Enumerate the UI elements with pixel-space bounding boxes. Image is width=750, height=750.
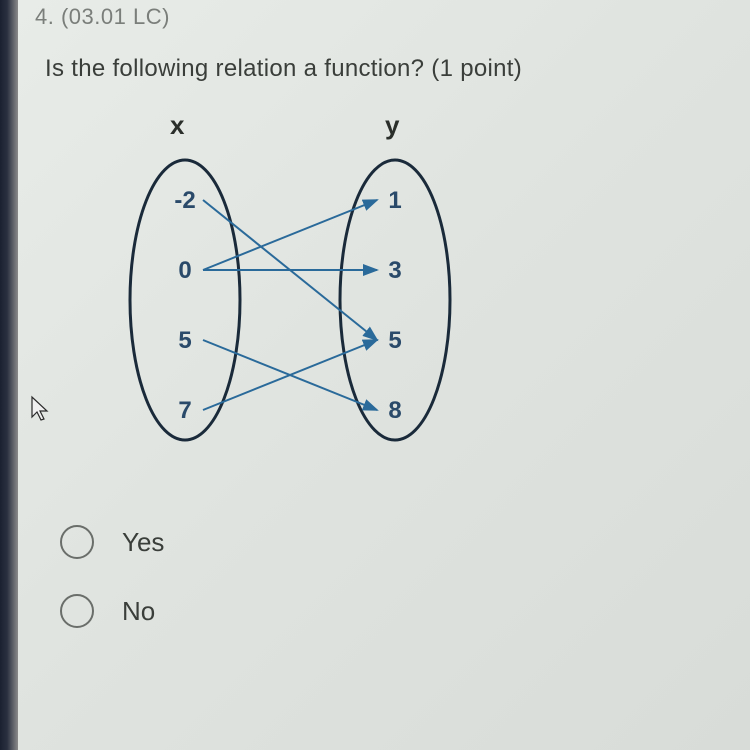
svg-text:5: 5 bbox=[388, 327, 401, 354]
codomain-label: y bbox=[385, 110, 399, 141]
svg-text:1: 1 bbox=[388, 187, 401, 214]
radio-icon bbox=[60, 525, 94, 559]
radio-icon bbox=[60, 594, 94, 628]
svg-text:-2: -2 bbox=[174, 187, 195, 214]
question-text: Is the following relation a function? (1… bbox=[45, 55, 522, 83]
svg-text:3: 3 bbox=[388, 257, 401, 284]
mapping-diagram: x y -2 0 5 7 1 3 5 8 bbox=[100, 110, 480, 460]
mapping-svg: -2 0 5 7 1 3 5 8 bbox=[100, 110, 480, 460]
option-yes[interactable]: Yes bbox=[60, 525, 164, 559]
option-label: Yes bbox=[122, 527, 164, 558]
mouse-cursor-icon bbox=[30, 395, 50, 423]
svg-text:0: 0 bbox=[178, 257, 191, 284]
option-label: No bbox=[122, 596, 155, 627]
svg-text:8: 8 bbox=[388, 397, 401, 424]
option-no[interactable]: No bbox=[60, 594, 164, 628]
answer-options: Yes No bbox=[60, 525, 164, 663]
question-number: 4. (03.01 LC) bbox=[35, 4, 170, 30]
domain-label: x bbox=[170, 110, 184, 141]
page-left-edge bbox=[0, 0, 18, 750]
svg-text:5: 5 bbox=[178, 327, 191, 354]
svg-text:7: 7 bbox=[178, 397, 191, 424]
